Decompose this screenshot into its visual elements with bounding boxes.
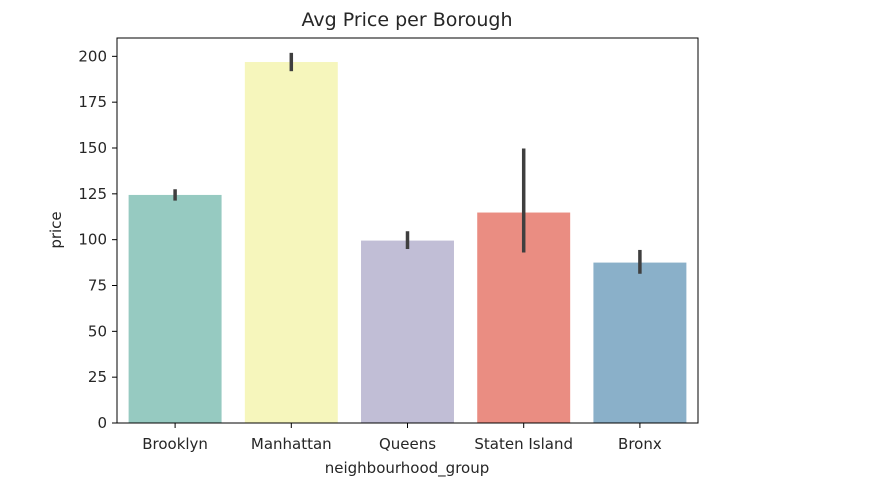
plot-frame	[116, 37, 699, 424]
y-tick-label: 25	[88, 368, 107, 386]
x-tick-label: Queens	[379, 435, 436, 453]
x-tick-label: Staten Island	[474, 435, 573, 453]
y-tick-label: 175	[78, 93, 107, 111]
y-tick-label: 125	[78, 185, 107, 203]
y-tick-label: 75	[88, 277, 107, 295]
y-axis-label: price	[47, 211, 65, 248]
x-axis-label: neighbourhood_group	[325, 459, 490, 478]
y-tick-label: 200	[78, 47, 107, 65]
error-bars-group	[173, 52, 642, 274]
y-tick-label: 0	[97, 414, 107, 432]
y-tick-label: 150	[78, 139, 107, 157]
bar-brooklyn	[128, 194, 222, 423]
x-tick-label: Bronx	[618, 435, 662, 453]
y-tick-label: 50	[88, 322, 107, 340]
x-axis: Brooklyn Manhattan Queens Staten Island Bron…	[142, 423, 662, 453]
x-tick-label: Brooklyn	[142, 435, 208, 453]
y-tick-label: 100	[78, 231, 107, 249]
y-axis: 0 25 50 75 100 125 150 175 200	[78, 47, 117, 432]
bar-manhattan	[244, 62, 338, 424]
bar-queens	[361, 240, 454, 423]
chart-title: Avg Price per Borough	[301, 9, 512, 31]
bar-bronx	[593, 262, 687, 423]
x-tick-label: Manhattan	[251, 435, 332, 453]
